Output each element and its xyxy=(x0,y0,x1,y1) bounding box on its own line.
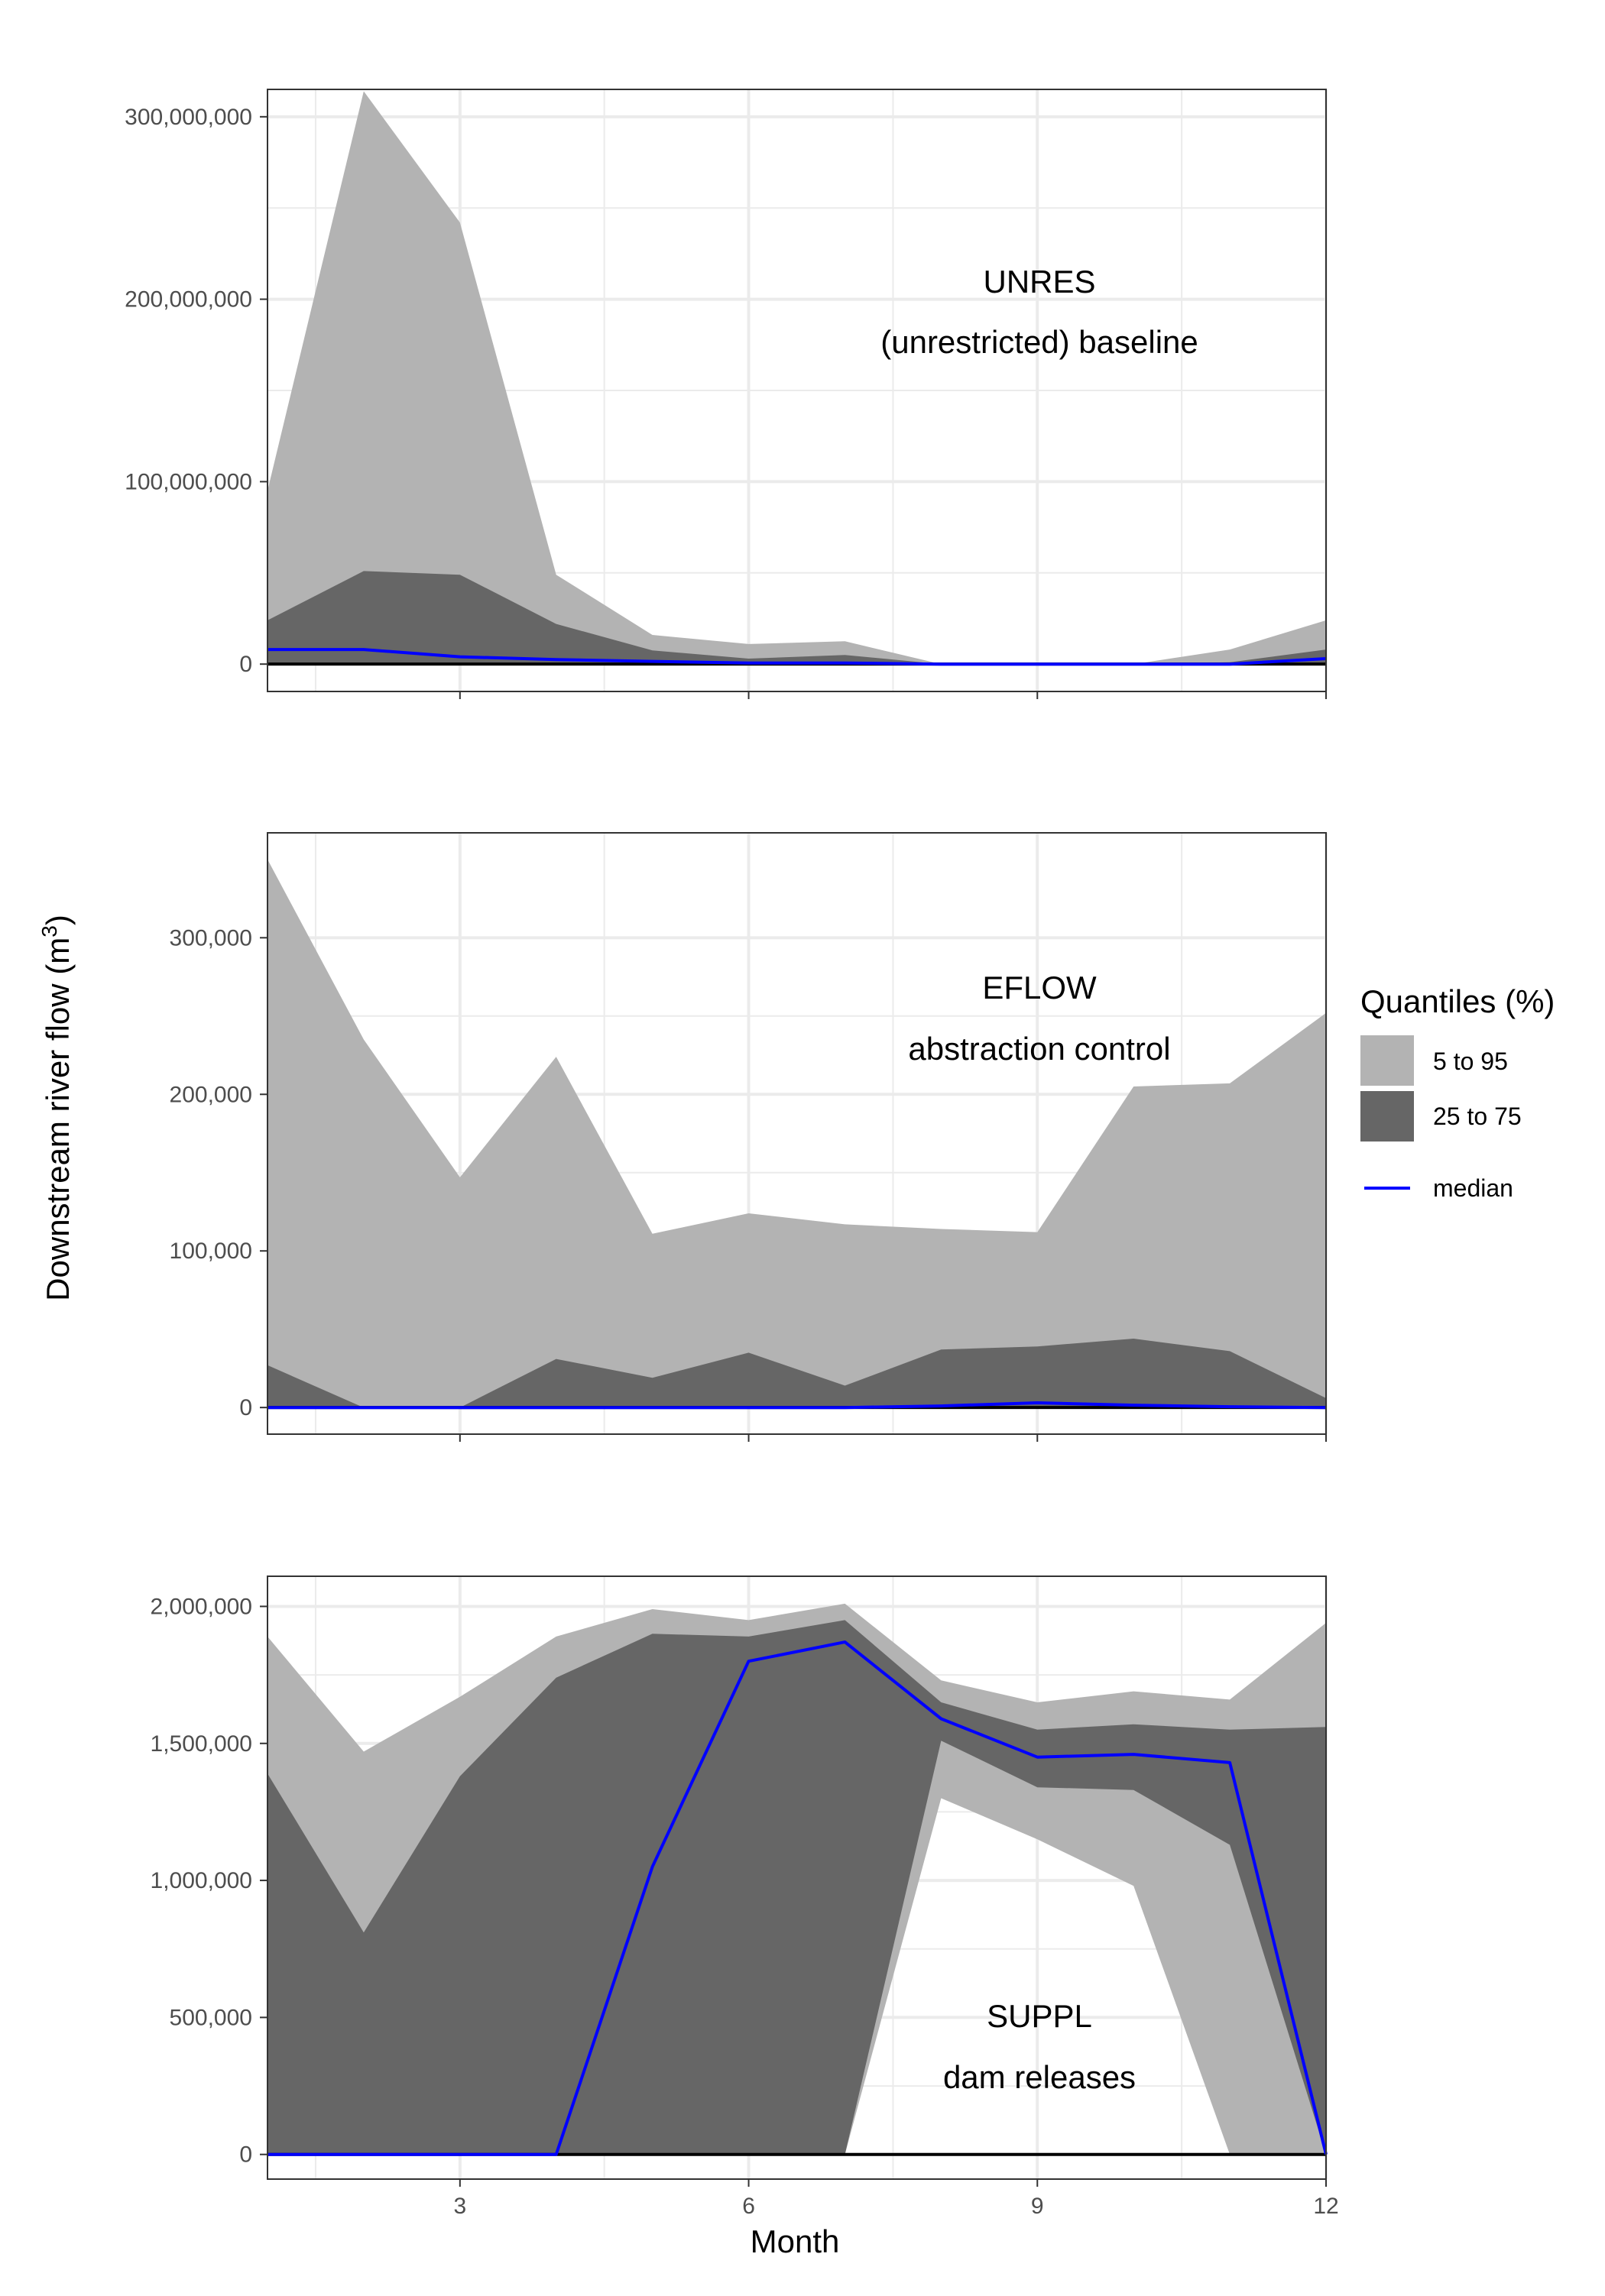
y-tick-label: 300,000 xyxy=(170,925,252,950)
y-tick-label: 0 xyxy=(239,652,252,677)
y-tick-label: 300,000,000 xyxy=(125,105,252,130)
x-axis-title: Month xyxy=(751,2223,840,2259)
legend-label-median: median xyxy=(1433,1174,1513,1202)
x-tick-label: 6 xyxy=(742,2194,755,2219)
panel-annotation-title: EFLOW xyxy=(982,970,1097,1006)
y-tick-label: 100,000 xyxy=(170,1239,252,1264)
legend-title: Quantiles (%) xyxy=(1360,983,1555,1019)
y-axis-title: Downstream river flow (m3) xyxy=(37,915,76,1301)
y-tick-label: 100,000,000 xyxy=(125,469,252,494)
legend-key-5-95 xyxy=(1360,1035,1414,1086)
x-tick-label: 9 xyxy=(1031,2194,1044,2219)
y-tick-label: 0 xyxy=(239,2142,252,2168)
panel-annotation-subtitle: dam releases xyxy=(943,2059,1136,2095)
y-axis-title-superscript: 3 xyxy=(37,925,61,938)
y-tick-label: 200,000,000 xyxy=(125,287,252,313)
legend-label-25-75: 25 to 75 xyxy=(1433,1103,1522,1130)
x-tick-label: 3 xyxy=(453,2194,466,2219)
legend-label-5-95: 5 to 95 xyxy=(1433,1048,1508,1075)
panel-annotation-title: SUPPL xyxy=(987,1998,1092,2034)
y-tick-label: 1,500,000 xyxy=(151,1731,252,1757)
legend-key-25-75 xyxy=(1360,1091,1414,1142)
y-tick-label: 2,000,000 xyxy=(151,1594,252,1619)
y-tick-label: 0 xyxy=(239,1395,252,1420)
panel-annotation-subtitle: abstraction control xyxy=(908,1031,1170,1067)
x-tick-label: 12 xyxy=(1313,2194,1338,2219)
panel-annotation-subtitle: (unrestricted) baseline xyxy=(880,324,1198,360)
y-tick-label: 200,000 xyxy=(170,1082,252,1107)
y-tick-label: 1,000,000 xyxy=(151,1868,252,1893)
panel-annotation-title: UNRES xyxy=(983,264,1095,300)
y-tick-label: 500,000 xyxy=(170,2005,252,2030)
